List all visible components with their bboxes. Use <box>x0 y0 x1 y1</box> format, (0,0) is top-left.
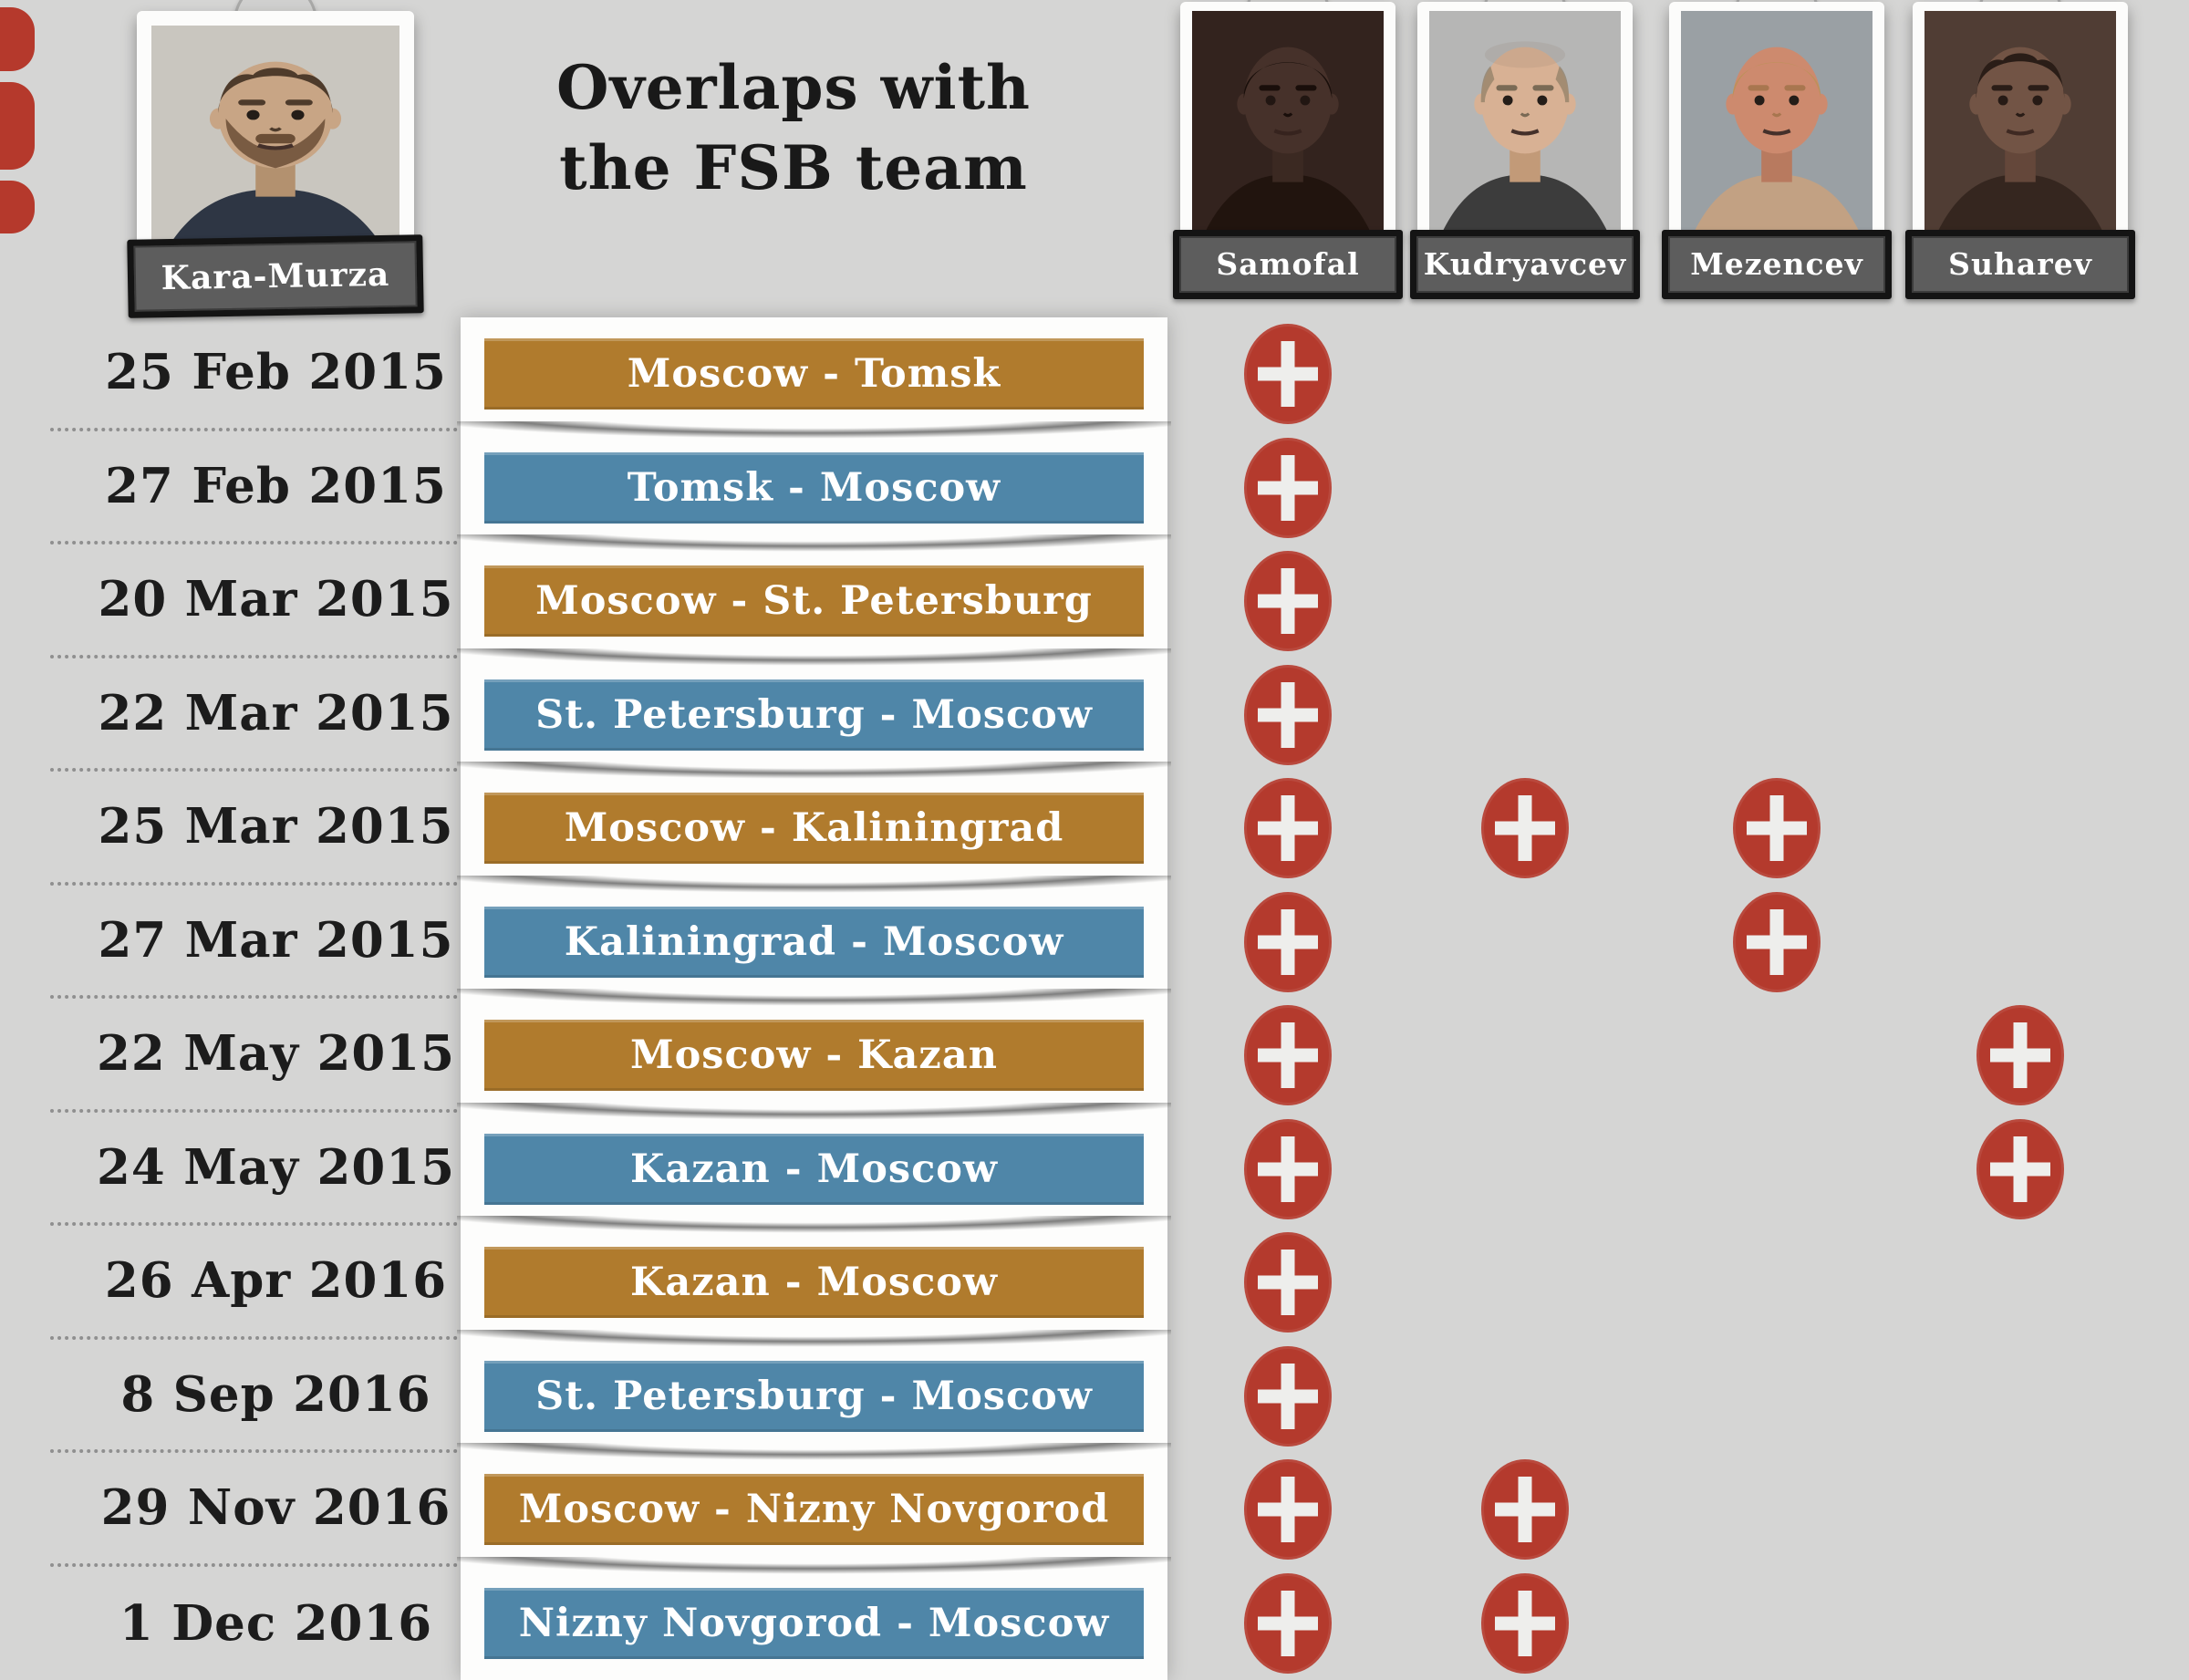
page-title: Overlaps with the FSB team <box>474 47 1113 208</box>
route-card: Moscow - Nizny Novgorod <box>457 1453 1171 1576</box>
page-title-line1: Overlaps with <box>555 52 1032 123</box>
route-bar: Moscow - St. Petersburg <box>484 565 1144 638</box>
fsb-card-kudryavcev: Kudryavcev <box>1410 0 1640 299</box>
fsb-card-samofal: Samofal <box>1173 0 1403 299</box>
route-card: St. Petersburg - Moscow <box>457 658 1171 782</box>
overlap-plus-icon <box>1976 1005 2064 1106</box>
overlap-plus-icon <box>1244 1232 1332 1333</box>
kara-murza-name-label: Kara-Murza <box>127 234 424 318</box>
overlap-plus-icon <box>1244 1572 1332 1674</box>
overlap-plus-icon <box>1481 1459 1569 1561</box>
date-label: 8 Sep 2016 <box>50 1340 502 1453</box>
overlap-plus-icon <box>1244 1459 1332 1561</box>
overlap-plus-icon <box>1244 1005 1332 1106</box>
kudryavcev-photo <box>1429 11 1621 235</box>
date-label: 29 Nov 2016 <box>50 1453 502 1567</box>
cropped-overlap-marker <box>0 181 35 233</box>
kara-murza-photo-frame <box>137 11 414 250</box>
date-label: 1 Dec 2016 <box>119 1594 433 1652</box>
fsb-card-suharev: Suharev <box>1905 0 2135 299</box>
overlap-plus-icon <box>1481 778 1569 879</box>
date-label: 27 Feb 2015 <box>50 431 502 544</box>
route-card: Kazan - Moscow <box>457 1226 1171 1349</box>
fsb-photo-frame <box>1669 2 1884 235</box>
overlap-plus-icon <box>1733 778 1821 879</box>
date-column: 25 Feb 2015 27 Feb 2015 20 Mar 2015 22 Mar … <box>50 317 502 1680</box>
cropped-overlap-marker <box>0 82 35 170</box>
page-title-line2: the FSB team <box>559 132 1028 203</box>
flight-column: Moscow - Tomsk Tomsk - Moscow Moscow - St.… <box>457 317 1171 1680</box>
kara-murza-photo <box>151 26 399 250</box>
route-card: Kaliningrad - Moscow <box>457 885 1171 1009</box>
route-bar: Kazan - Moscow <box>484 1247 1144 1319</box>
cropped-overlap-marker <box>0 7 35 71</box>
overlap-plus-icon <box>1244 324 1332 425</box>
route-bar: Kaliningrad - Moscow <box>484 906 1144 978</box>
mezencev-photo <box>1681 11 1873 235</box>
route-bar: Moscow - Tomsk <box>484 338 1144 410</box>
route-card: Kazan - Moscow <box>457 1112 1171 1236</box>
mezencev-name-label: Mezencev <box>1662 230 1892 299</box>
overlap-plus-icon <box>1244 778 1332 879</box>
route-card: Tomsk - Moscow <box>457 430 1171 555</box>
date-label: 20 Mar 2015 <box>50 544 502 659</box>
route-card: Moscow - Tomsk <box>457 317 1171 441</box>
overlap-plus-icon <box>1244 891 1332 992</box>
samofal-photo <box>1192 11 1384 235</box>
overlap-plus-icon <box>1733 891 1821 992</box>
route-card: Moscow - Kazan <box>457 999 1171 1122</box>
fsb-photo-frame <box>1913 2 2128 235</box>
overlap-plus-icon <box>1244 1345 1332 1447</box>
overlap-plus-icon <box>1976 1118 2064 1219</box>
route-bar: Tomsk - Moscow <box>484 451 1144 524</box>
route-card: St. Petersburg - Moscow <box>457 1339 1171 1463</box>
route-bar: Nizny Novgorod - Moscow <box>484 1587 1144 1659</box>
overlap-plus-icon <box>1481 1572 1569 1674</box>
route-card: Moscow - St. Petersburg <box>457 544 1171 668</box>
date-label: 26 Apr 2016 <box>50 1226 502 1340</box>
date-label: 22 Mar 2015 <box>50 659 502 772</box>
route-bar: St. Petersburg - Moscow <box>484 679 1144 751</box>
kudryavcev-name-label: Kudryavcev <box>1410 230 1640 299</box>
fsb-card-mezencev: Mezencev <box>1662 0 1892 299</box>
route-card: Moscow - Kaliningrad <box>457 772 1171 895</box>
suharev-name-label: Suharev <box>1905 230 2135 299</box>
overlap-plus-icon <box>1244 551 1332 652</box>
fsb-photo-frame <box>1180 2 1395 235</box>
overlap-plus-icon <box>1244 664 1332 765</box>
samofal-name-label: Samofal <box>1173 230 1403 299</box>
route-bar: St. Petersburg - Moscow <box>484 1360 1144 1432</box>
kara-murza-card: Kara-Murza <box>127 0 424 318</box>
route-bar: Moscow - Kaliningrad <box>484 793 1144 865</box>
date-label: 22 May 2015 <box>50 999 502 1113</box>
date-label: 24 May 2015 <box>50 1113 502 1226</box>
date-label: 25 Feb 2015 <box>50 317 502 431</box>
suharev-photo <box>1924 11 2116 235</box>
fsb-photo-frame <box>1417 2 1633 235</box>
overlap-plus-icon <box>1244 1118 1332 1219</box>
date-label: 25 Mar 2015 <box>50 772 502 886</box>
route-card: Nizny Novgorod - Moscow <box>461 1566 1167 1680</box>
overlap-plus-icon <box>1244 437 1332 538</box>
date-label: 27 Mar 2015 <box>50 886 502 999</box>
route-bar: Moscow - Kazan <box>484 1020 1144 1092</box>
route-bar: Kazan - Moscow <box>484 1133 1144 1205</box>
route-bar: Moscow - Nizny Novgorod <box>484 1474 1144 1546</box>
